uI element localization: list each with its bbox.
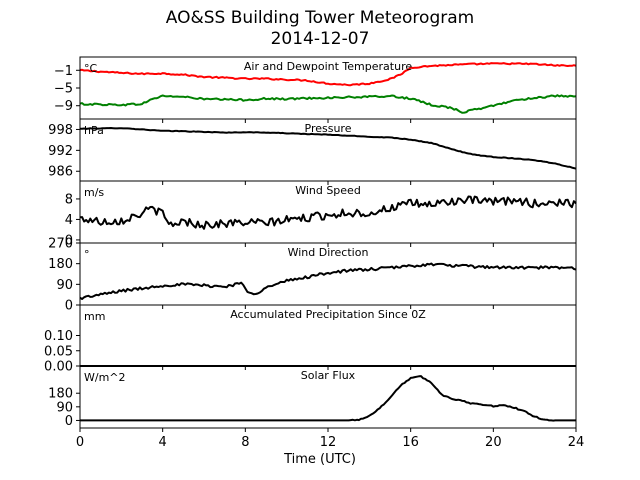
temperature-title: Air and Dewpoint Temperature xyxy=(244,60,412,73)
x-tick-label-2: 8 xyxy=(241,435,249,450)
chart-date: 2014-12-07 xyxy=(270,29,370,49)
temperature-series-0 xyxy=(79,62,577,87)
precipitation-unit: mm xyxy=(84,310,105,323)
temperature-ytick-label-1: −5 xyxy=(54,82,73,97)
wind-direction-title: Wind Direction xyxy=(288,246,369,259)
precipitation-ytick-label-1: 0.05 xyxy=(44,344,73,359)
precipitation-ytick-label-0: 0.10 xyxy=(44,329,73,344)
solar-flux-ytick-label-0: 180 xyxy=(48,387,73,402)
wind-speed-title: Wind Speed xyxy=(295,184,361,197)
x-tick-label-3: 12 xyxy=(320,435,337,450)
wind-speed-ytick-label-0: 8 xyxy=(65,192,73,207)
precipitation-title: Accumulated Precipitation Since 0Z xyxy=(230,308,426,321)
chart-title: AO&SS Building Tower Meteorogram xyxy=(165,8,475,28)
temperature-ytick-label-2: −9 xyxy=(54,99,73,114)
wind-direction-ytick-label-0: 270 xyxy=(48,237,73,252)
solar-flux-title: Solar Flux xyxy=(301,369,356,382)
pressure-ytick-label-1: 992 xyxy=(48,144,73,159)
solar-flux-ytick-label-2: 0 xyxy=(65,414,73,429)
x-tick-label-5: 20 xyxy=(485,435,502,450)
x-tick-label-0: 0 xyxy=(76,435,84,450)
wind-direction-unit: ° xyxy=(84,248,90,261)
x-tick-label-1: 4 xyxy=(159,435,167,450)
pressure-series-0 xyxy=(79,127,577,170)
wind-speed-ytick-label-2: 0 xyxy=(65,233,73,248)
wind-direction-ytick-label-2: 90 xyxy=(56,278,73,293)
wind-speed-ytick-label-1: 4 xyxy=(65,213,73,228)
wind-speed-series-0 xyxy=(79,195,577,230)
wind-speed-unit: m/s xyxy=(84,186,104,199)
wind-direction-series-0 xyxy=(79,262,577,300)
x-axis-label: Time (UTC) xyxy=(284,452,356,467)
wind-direction-ytick-label-3: 0 xyxy=(65,299,73,314)
temperature-unit: °C xyxy=(84,62,98,75)
pressure-title: Pressure xyxy=(305,122,352,135)
precipitation-ytick-label-2: 0.00 xyxy=(44,360,73,375)
solar-flux-unit: W/m^2 xyxy=(84,371,126,384)
pressure-ytick-label-2: 986 xyxy=(48,165,73,180)
solar-flux-series-0 xyxy=(80,375,576,422)
pressure-unit: hPa xyxy=(84,124,104,137)
x-tick-label-4: 16 xyxy=(402,435,419,450)
temperature-series-1 xyxy=(79,94,577,114)
pressure-ytick-label-0: 998 xyxy=(48,123,73,138)
x-tick-label-6: 24 xyxy=(568,435,585,450)
solar-flux-ytick-label-1: 90 xyxy=(56,400,73,415)
wind-direction-ytick-label-1: 180 xyxy=(48,257,73,272)
temperature-ytick-label-0: −1 xyxy=(54,64,73,79)
